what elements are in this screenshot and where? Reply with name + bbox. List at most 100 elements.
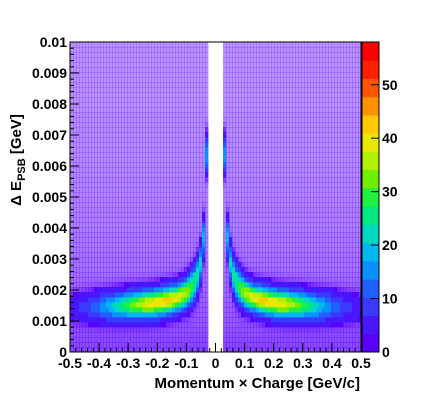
heatmap-cell [70,112,74,118]
heatmap-cell [127,212,131,218]
heatmap-cell [160,97,164,103]
heatmap-cell [193,167,197,173]
heatmap-cell [289,222,293,228]
heatmap-cell [196,62,200,68]
heatmap-cell [157,172,161,178]
heatmap-cell [232,277,236,283]
heatmap-cell [289,122,293,128]
heatmap-cell [76,232,80,238]
heatmap-cell [307,42,311,48]
heatmap-cell [181,232,185,238]
heatmap-cell [274,132,278,138]
heatmap-cell [295,267,299,273]
heatmap-cell [133,332,137,338]
heatmap-cell [145,62,149,68]
heatmap-cell [262,262,266,268]
heatmap-cell [94,192,98,198]
heatmap-cell [163,337,167,343]
heatmap-cell [166,182,170,188]
heatmap-cell [238,162,242,168]
heatmap-cell [232,212,236,218]
heatmap-cell [145,237,149,243]
heatmap-cell [70,327,74,333]
heatmap-cell [142,117,146,123]
heatmap-cell [232,222,236,228]
heatmap-cell [223,197,227,203]
heatmap-cell [127,217,131,223]
heatmap-cell [100,212,104,218]
heatmap-cell [115,107,119,113]
heatmap-cell [268,292,272,298]
heatmap-cell [94,97,98,103]
heatmap-cell [316,77,320,83]
heatmap-cell [322,112,326,118]
heatmap-cell [82,232,86,238]
heatmap-cell [139,62,143,68]
heatmap-cell [244,332,248,338]
heatmap-cell [232,292,236,298]
heatmap-cell [175,197,179,203]
heatmap-cell [193,47,197,53]
heatmap-cell [73,172,77,178]
heatmap-cell [235,267,239,273]
heatmap-cell [295,287,299,293]
heatmap-cell [259,232,263,238]
heatmap-cell [247,237,251,243]
heatmap-cell [229,127,233,133]
heatmap-cell [136,312,140,318]
heatmap-cell [202,62,206,68]
heatmap-cell [163,277,167,283]
heatmap-cell [289,272,293,278]
heatmap-cell [79,272,83,278]
heatmap-cell [130,67,134,73]
heatmap-cell [262,97,266,103]
heatmap-cell [85,67,89,73]
heatmap-cell [154,207,158,213]
heatmap-cell [124,97,128,103]
heatmap-cell [295,297,299,303]
heatmap-cell [91,277,95,283]
heatmap-cell [232,257,236,263]
heatmap-cell [268,92,272,98]
heatmap-cell [76,42,80,48]
heatmap-cell [97,197,101,203]
heatmap-cell [265,322,269,328]
heatmap-cell [229,252,233,258]
heatmap-cell [289,292,293,298]
heatmap-cell [196,47,200,53]
heatmap-cell [118,157,122,163]
heatmap-cell [100,312,104,318]
heatmap-cell [73,247,77,253]
heatmap-cell [274,332,278,338]
heatmap-cell [97,177,101,183]
heatmap-cell [286,287,290,293]
heatmap-cell [322,237,326,243]
heatmap-cell [82,112,86,118]
heatmap-cell [178,152,182,158]
heatmap-cell [301,72,305,78]
heatmap-cell [244,302,248,308]
heatmap-cell [106,242,110,248]
heatmap-cell [103,327,107,333]
heatmap-cell [70,177,74,183]
heatmap-cell [97,52,101,58]
heatmap-cell [169,222,173,228]
heatmap-cell [184,67,188,73]
heatmap-cell [103,192,107,198]
heatmap-cell [112,227,116,233]
heatmap-cell [136,277,140,283]
heatmap-cell [127,207,131,213]
heatmap-cell [70,117,74,123]
heatmap-cell [157,277,161,283]
heatmap-cell [136,197,140,203]
heatmap-cell [112,67,116,73]
heatmap-cell [193,307,197,313]
heatmap-cell [127,152,131,158]
heatmap-cell [280,242,284,248]
heatmap-cell [145,267,149,273]
heatmap-cell [307,222,311,228]
heatmap-cell [283,307,287,313]
heatmap-cell [193,227,197,233]
heatmap-cell [241,192,245,198]
heatmap-cell [100,167,104,173]
